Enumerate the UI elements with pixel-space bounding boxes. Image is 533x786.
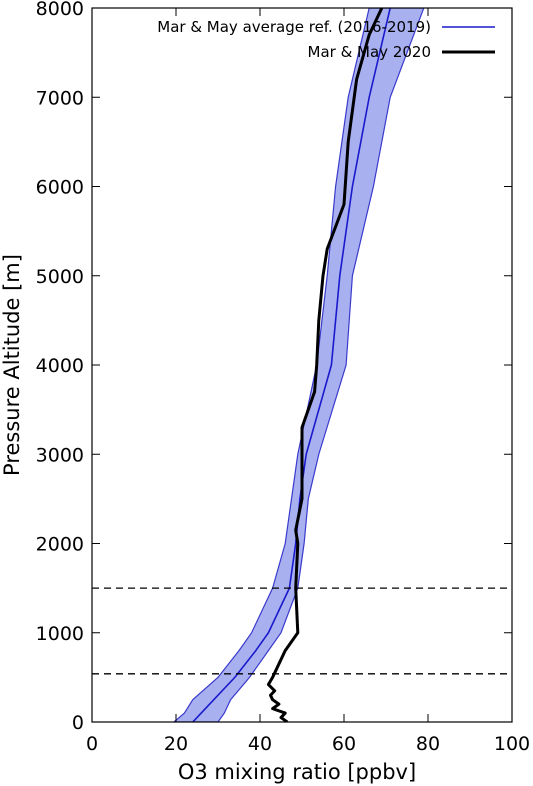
y-tick-label: 2000 [36,534,84,556]
legend: Mar & May average ref. (2016-2019) Mar & … [157,18,495,61]
x-tick-label: 40 [248,733,272,755]
plot-content [172,8,425,722]
observation-2020-line [266,8,384,722]
plot-area [92,8,512,722]
reference-average-line [192,8,391,722]
y-tick-label: 8000 [36,0,84,20]
y-tick-label: 7000 [36,87,84,109]
y-tick-label: 3000 [36,444,84,466]
y-tick-label: 1000 [36,623,84,645]
reference-uncertainty-band [172,8,425,722]
x-tick-label: 0 [86,733,98,755]
y-tick-label: 4000 [36,355,84,377]
y-axis-title: Pressure Altitude [m] [0,254,24,476]
x-tick-label: 80 [416,733,440,755]
y-tick-label: 6000 [36,177,84,199]
x-tick-label: 20 [164,733,188,755]
x-tick-label: 60 [332,733,356,755]
legend-label: Mar & May average ref. (2016-2019) [157,18,431,36]
x-tick-label: 100 [494,733,530,755]
plot-frame [91,7,513,723]
y-tick-label: 5000 [36,266,84,288]
y-tick-label: 0 [72,712,84,734]
x-axis-title: O3 mixing ratio [ppbv] [178,760,416,784]
legend-label: Mar & May 2020 [308,43,432,61]
